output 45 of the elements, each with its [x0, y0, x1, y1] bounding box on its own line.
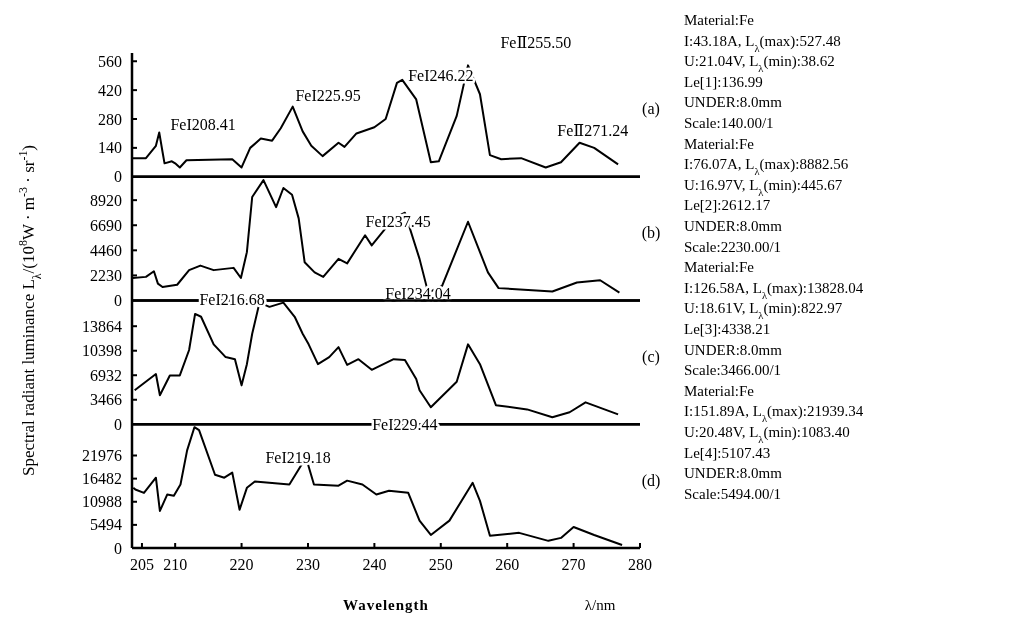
text: Material:Fe I:151.89A, L$_{λ}$(max):21939.34 U:20.48V, L$_{λ}$(min):1083.40 Le[4]:5107.43 UNDER:8.0mm Scale:5494.00/1: [684, 382, 864, 502]
text: (b): [641, 224, 661, 243]
y-tick-label: 2230: [90, 267, 122, 285]
y-tick-label: 21976: [82, 447, 122, 465]
annotation: FeI225.95: [295, 87, 361, 105]
y-tick-label: 0: [114, 168, 122, 186]
x-tick-label: 220: [229, 556, 254, 573]
y-tick-label: 5494: [90, 516, 122, 534]
x-tick-label: 210: [163, 556, 188, 573]
annotation: FeI219.18: [265, 448, 331, 466]
y-tick-label: 420: [98, 81, 122, 99]
text: (c): [642, 347, 660, 366]
x-tick-label: 230: [295, 556, 320, 573]
y-tick-label: 0: [114, 539, 122, 557]
y-tick-label: 16482: [82, 470, 122, 488]
y-tick-label: 6932: [90, 366, 122, 384]
annotation: FeI234.04: [385, 285, 451, 303]
text: λ/nm: [584, 597, 616, 613]
x-tick-label: 280: [628, 556, 652, 573]
text: Material:Fe I:76.07A, L$_{λ}$(max):8882.56 U:16.97V, L$_{λ}$(min):445.67 Le[2]:2612.17 UNDER:8.0mm Scale:2230.00/1: [684, 135, 849, 255]
y-tick-label: 560: [98, 52, 122, 70]
text: (d): [641, 471, 661, 490]
text: Material:Fe I:43.18A, L$_{λ}$(max):527.48 U:21.04V, L$_{λ}$(min):38.62 Le[1]:136.99 UNDER:8.0mm Scale:140.00/1: [684, 12, 841, 131]
y-tick-label: 6690: [90, 216, 122, 234]
y-tick-label: 8920: [90, 191, 122, 209]
x-axis-title: Wavelength: [343, 597, 429, 613]
y-tick-label: 10988: [82, 493, 122, 511]
text: Material:Fe I:126.58A, L$_{λ}$(max):13828.04 U:18.61V, L$_{λ}$(min):822.97 Le[3]:4338.21 UNDER:8.0mm Scale:3466.00/1: [684, 259, 864, 379]
x-tick-label: 250: [428, 556, 453, 573]
x-tick-label: 260: [495, 556, 520, 573]
y-tick-label: 0: [114, 415, 122, 433]
annotation: FeI208.41: [170, 115, 236, 133]
annotation: FeⅡ271.24: [557, 121, 629, 139]
x-tick-label: 240: [362, 556, 387, 573]
text: (a): [642, 100, 660, 119]
y-tick-label: 3466: [90, 391, 122, 409]
y-tick-label: 280: [98, 110, 122, 128]
x-tick-label: 205: [129, 556, 154, 573]
y-tick-label: 13864: [82, 317, 122, 335]
x-tick-label: 270: [561, 556, 586, 573]
y-tick-label: 140: [98, 139, 122, 157]
y-tick-label: 10398: [82, 342, 122, 360]
y-tick-label: 0: [114, 292, 122, 310]
text: FeⅡ255.50: [500, 34, 572, 52]
y-tick-label: 4460: [90, 241, 122, 259]
